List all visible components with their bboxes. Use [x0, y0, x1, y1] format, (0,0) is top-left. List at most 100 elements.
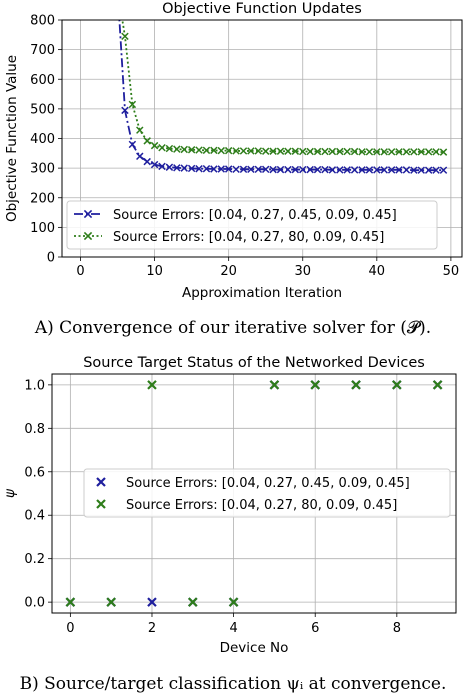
- data-point: [313, 165, 322, 174]
- legend: Source Errors: [0.04, 0.27, 0.45, 0.09, …: [83, 468, 451, 518]
- data-point: [380, 166, 388, 174]
- caption-b: B) Source/target classification ψᵢ at co…: [19, 674, 447, 694]
- legend-marker: [96, 499, 106, 509]
- data-point: [313, 147, 322, 156]
- series-1: [118, 20, 448, 174]
- legend-label: Source Errors: [0.04, 0.27, 80, 0.09, 0.…: [113, 230, 384, 245]
- data-point: [247, 147, 255, 155]
- data-point: [306, 165, 314, 174]
- x-tick-label: 40: [369, 264, 386, 279]
- legend-box: [66, 200, 438, 250]
- data-point: [269, 165, 277, 174]
- x-axis-label: Device No: [220, 640, 289, 656]
- data-point: [147, 597, 157, 607]
- data-point: [373, 166, 381, 174]
- y-tick-label: 300: [30, 162, 55, 177]
- data-point: [439, 166, 448, 174]
- legend-marker: [96, 477, 106, 487]
- data-point: [158, 143, 166, 152]
- data-point: [402, 148, 411, 156]
- y-tick-label: 600: [30, 73, 55, 88]
- legend-marker: [83, 209, 93, 219]
- data-point: [276, 147, 285, 155]
- data-point: [106, 597, 116, 607]
- x-tick-label: 50: [443, 264, 460, 279]
- data-point: [402, 166, 411, 174]
- y-tick-label: 0.4: [24, 509, 45, 524]
- data-point: [299, 147, 307, 156]
- data-point: [291, 147, 300, 155]
- data-point: [247, 165, 255, 174]
- data-point: [210, 146, 218, 155]
- data-point: [395, 148, 403, 156]
- data-point: [147, 380, 157, 390]
- data-point: [365, 148, 374, 156]
- legend-label: Source Errors: [0.04, 0.27, 0.45, 0.09, …: [126, 476, 410, 491]
- data-point: [217, 146, 225, 155]
- data-point: [432, 148, 440, 156]
- data-point: [128, 140, 137, 149]
- data-point: [424, 148, 433, 156]
- data-point: [343, 166, 351, 174]
- series-line: [121, 20, 444, 154]
- data-point: [432, 380, 443, 390]
- data-point: [432, 166, 440, 174]
- x-tick-label: 10: [146, 264, 163, 279]
- series-2: [65, 380, 443, 607]
- y-axis-label: ψ: [2, 488, 18, 498]
- data-point: [173, 164, 181, 172]
- data-point: [276, 165, 285, 174]
- data-point: [217, 165, 225, 173]
- data-point: [350, 166, 359, 174]
- data-point: [321, 147, 329, 156]
- y-tick-label: 100: [30, 221, 55, 236]
- data-point: [291, 165, 300, 174]
- data-point: [121, 32, 129, 41]
- data-point: [343, 147, 351, 156]
- legend-label: Source Errors: [0.04, 0.27, 0.45, 0.09, …: [113, 208, 397, 223]
- legend-box: [83, 468, 451, 518]
- data-point: [261, 147, 270, 155]
- data-point: [254, 165, 263, 174]
- data-point: [195, 164, 203, 173]
- series-line: [118, 20, 444, 172]
- data-point: [387, 166, 396, 174]
- data-point: [424, 166, 433, 174]
- data-point: [165, 144, 174, 153]
- data-point: [306, 147, 314, 156]
- data-point: [143, 137, 151, 145]
- x-axis-label: Approximation Iteration: [182, 285, 342, 301]
- y-tick-label: 700: [30, 43, 55, 58]
- data-point: [387, 148, 396, 156]
- data-point: [328, 147, 337, 156]
- legend: Source Errors: [0.04, 0.27, 0.45, 0.09, …: [66, 200, 438, 250]
- x-tick-label: 4: [229, 621, 237, 636]
- data-point: [336, 147, 344, 156]
- chart-title: Objective Function Updates: [162, 1, 362, 17]
- data-point: [284, 147, 292, 155]
- y-tick-label: 0: [47, 251, 55, 266]
- chart-title: Source Target Status of the Networked De…: [83, 355, 425, 371]
- data-point: [187, 164, 196, 173]
- data-point: [210, 165, 218, 173]
- data-point: [269, 147, 277, 155]
- x-tick-label: 0: [76, 264, 84, 279]
- data-point: [310, 380, 320, 390]
- y-tick-label: 0.6: [24, 465, 45, 480]
- data-point: [392, 380, 402, 390]
- data-point: [299, 165, 307, 174]
- y-tick-label: 200: [30, 191, 55, 206]
- data-point: [150, 141, 159, 150]
- data-point: [224, 146, 233, 155]
- data-point: [417, 166, 425, 174]
- y-tick-label: 800: [30, 14, 55, 29]
- data-point: [228, 597, 239, 607]
- data-point: [417, 148, 425, 156]
- data-point: [395, 166, 403, 174]
- y-axis-label: Objective Function Value: [4, 55, 20, 222]
- data-point: [350, 147, 359, 156]
- data-point: [143, 157, 151, 166]
- data-point: [121, 106, 129, 115]
- data-point: [187, 146, 196, 154]
